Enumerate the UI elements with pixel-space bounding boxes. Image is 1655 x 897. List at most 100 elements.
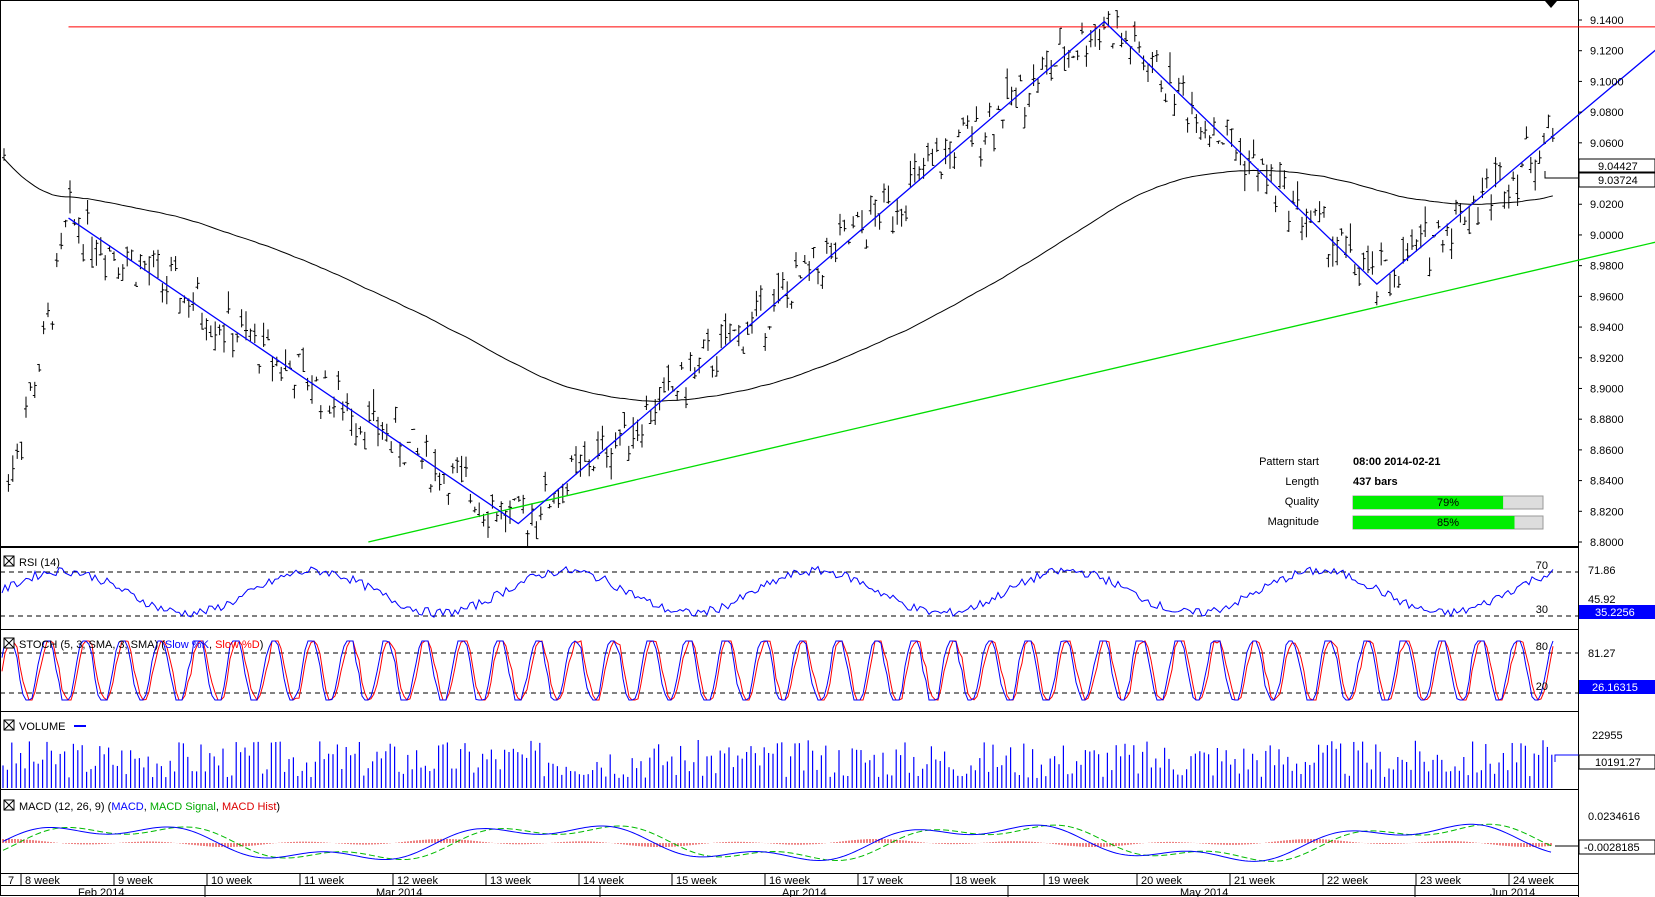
price-tick-label: 8.9400 xyxy=(1590,322,1624,334)
pattern-start-label: Pattern start xyxy=(1259,456,1319,468)
rsi-axis-top: 71.86 xyxy=(1588,565,1616,577)
price-tick-label: 8.9000 xyxy=(1590,383,1624,395)
stoch-axis-top: 81.27 xyxy=(1588,648,1616,660)
stoch-slow-k-line xyxy=(1,640,1554,701)
macd-legend-macd: MACD xyxy=(111,801,143,813)
price-tick-label: 9.0800 xyxy=(1590,107,1624,119)
stoch-label: STOCH (5, 3, SMA, 3, SMA) (Slow %K, Slow… xyxy=(19,639,263,651)
quality-label: Quality xyxy=(1285,496,1320,508)
volume-bars xyxy=(2,740,1553,788)
moving-average-line xyxy=(3,158,1553,402)
week-label: 21 week xyxy=(1234,875,1275,887)
macd-legend-signal: MACD Signal xyxy=(150,801,216,813)
rsi-label: RSI (14) xyxy=(19,557,60,569)
rsi-level-70-label: 70 xyxy=(1536,560,1548,572)
stoch-value-box xyxy=(1579,680,1655,694)
rsi-value: 35.2256 xyxy=(1595,607,1635,619)
price-axis: 9.14009.12009.10009.08009.06009.04009.02… xyxy=(1578,15,1624,549)
price-tick-label: 8.8600 xyxy=(1590,445,1624,457)
volume-value-box xyxy=(1578,754,1655,770)
week-label: 20 week xyxy=(1141,875,1182,887)
price-tick-label: 9.1000 xyxy=(1590,76,1624,88)
month-label: May 2014 xyxy=(1180,887,1228,897)
current-price-text-2: 9.03724 xyxy=(1598,175,1638,187)
price-tick-label: 9.1200 xyxy=(1590,46,1624,58)
month-label: Jun 2014 xyxy=(1490,887,1535,897)
length-value: 437 bars xyxy=(1353,476,1398,488)
price-tick-label: 8.9600 xyxy=(1590,291,1624,303)
week-label: 10 week xyxy=(211,875,252,887)
macd-value-box xyxy=(1578,839,1655,855)
current-price-box-2 xyxy=(1578,172,1655,188)
magnitude-bar-fill xyxy=(1353,516,1515,529)
price-tick-label: 8.8400 xyxy=(1590,476,1624,488)
time-axis: 7 8 week 9 week 10 week 11 week 12 week 13 wee… xyxy=(0,874,1578,897)
pattern-start-value: 08:00 2014-02-21 xyxy=(1353,456,1440,468)
price-tick-label: 8.9800 xyxy=(1590,261,1624,273)
quality-value: 79% xyxy=(1437,497,1459,509)
week-label: 14 week xyxy=(583,875,624,887)
stoch-toggle-cross-icon xyxy=(3,637,15,649)
week-label: 8 week xyxy=(25,875,60,887)
price-tick-label: 9.0000 xyxy=(1590,230,1624,242)
rsi-axis-mid: 45.92 xyxy=(1588,594,1616,606)
macd-legend-hist: MACD Hist xyxy=(222,801,276,813)
stoch-legend-k: Slow %K xyxy=(165,639,210,651)
macd-histogram xyxy=(2,838,1552,848)
price-bars xyxy=(2,10,1555,548)
macd-signal-line xyxy=(2,823,1552,862)
week-label: 7 xyxy=(8,875,14,887)
magnitude-label: Magnitude xyxy=(1268,516,1319,528)
current-price-box xyxy=(1578,158,1655,173)
quality-bar-fill xyxy=(1353,496,1504,509)
stoch-panel: STOCH (5, 3, SMA, 3, SMA) (Slow %K, Slow… xyxy=(0,637,1655,701)
moving-average xyxy=(3,158,1553,402)
stoch-slow-d-line xyxy=(1,640,1554,701)
macd-line xyxy=(2,823,1552,862)
price-tick-label: 9.0600 xyxy=(1590,138,1624,150)
macd-label: MACD (12, 26, 9) (MACD, MACD Signal, MAC… xyxy=(19,801,280,813)
magnitude-value: 85% xyxy=(1437,517,1459,529)
price-tick-label: 8.8000 xyxy=(1590,537,1624,549)
current-price-text: 9.04427 xyxy=(1598,161,1638,173)
week-label: 19 week xyxy=(1048,875,1089,887)
volume-label: VOLUME xyxy=(19,721,65,733)
price-tick-label: 8.8200 xyxy=(1590,506,1624,518)
panel-frames xyxy=(0,0,1579,897)
week-label: 11 week xyxy=(304,875,345,887)
macd-axis-top: 0.0234616 xyxy=(1588,811,1640,823)
volume-panel-frame xyxy=(0,711,1579,790)
week-label: 17 week xyxy=(862,875,903,887)
price-tick-label: 9.0200 xyxy=(1590,199,1624,211)
volume-panel: VOLUME 22955 10191.27 xyxy=(2,719,1655,788)
week-label: 16 week xyxy=(769,875,810,887)
macd-label-text: MACD (12, 26, 9) xyxy=(19,801,105,813)
volume-value-connector xyxy=(1554,754,1579,762)
rsi-value-box xyxy=(1579,605,1655,619)
price-tick-label: 8.8800 xyxy=(1590,414,1624,426)
price-tick-label: 8.9200 xyxy=(1590,353,1624,365)
week-label: 9 week xyxy=(118,875,153,887)
month-label: Feb 2014 xyxy=(78,887,124,897)
support-line xyxy=(368,241,1655,543)
zigzag-pattern xyxy=(68,20,1655,525)
week-label: 15 week xyxy=(676,875,717,887)
pattern-info-box: Pattern start 08:00 2014-02-21 Length 43… xyxy=(1259,456,1544,530)
macd-value: -0.0028185 xyxy=(1584,842,1640,854)
rsi-panel: RSI (14) 70 30 71.86 45.92 35.2256 xyxy=(0,555,1655,619)
stoch-level-80-label: 80 xyxy=(1536,641,1548,653)
stoch-legend-d: Slow %D xyxy=(215,639,260,651)
month-label: Apr 2014 xyxy=(782,887,827,897)
week-label: 18 week xyxy=(955,875,996,887)
volume-axis-top: 22955 xyxy=(1592,730,1623,742)
macd-panel: MACD (12, 26, 9) (MACD, MACD Signal, MAC… xyxy=(2,799,1655,862)
length-label: Length xyxy=(1285,476,1319,488)
price-tick-label: 9.1400 xyxy=(1590,15,1624,27)
volume-toggle-cross-icon xyxy=(3,719,15,731)
stoch-value: 26.16315 xyxy=(1592,682,1638,694)
week-label: 24 week xyxy=(1513,875,1554,887)
scroll-marker-icon[interactable] xyxy=(1545,1,1557,8)
month-label: Mar 2014 xyxy=(376,887,422,897)
